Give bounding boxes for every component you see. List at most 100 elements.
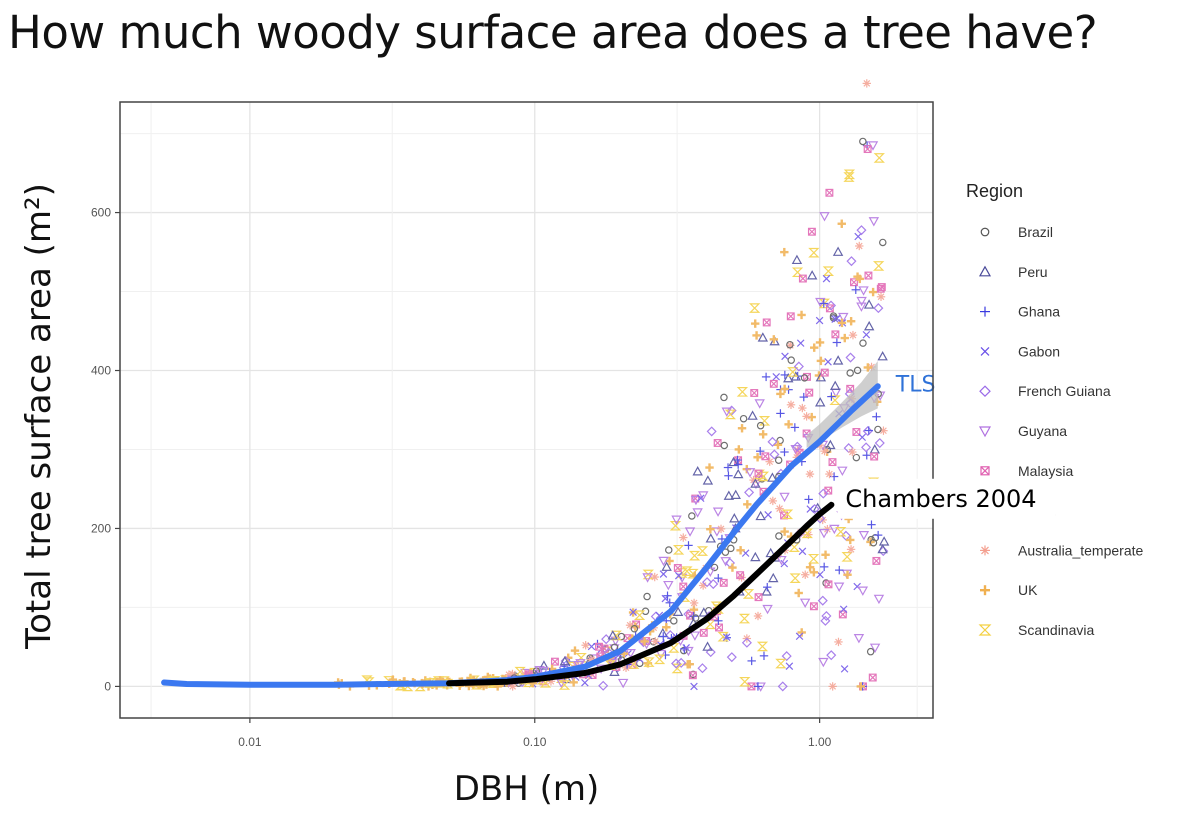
data-point [796, 339, 805, 347]
data-point [610, 630, 622, 641]
data-point [713, 439, 722, 447]
data-point [862, 451, 871, 460]
data-point [714, 573, 723, 583]
data-point [750, 389, 759, 397]
data-point [861, 442, 872, 453]
data-point [569, 678, 578, 687]
data-point [780, 447, 789, 457]
data-point [818, 657, 829, 668]
data-point [697, 663, 708, 674]
data-point [873, 261, 885, 271]
data-point [755, 510, 766, 521]
data-point [794, 588, 803, 598]
y-tick-label: 0 [104, 679, 111, 693]
data-point [798, 547, 807, 556]
data-point [698, 491, 709, 501]
data-point [846, 535, 855, 545]
data-point [691, 614, 700, 622]
data-point [696, 546, 709, 556]
data-point [768, 496, 778, 506]
data-point [723, 463, 733, 472]
data-point [804, 495, 813, 504]
data-point [805, 469, 815, 479]
y-axis-title: Total tree surface area (m²) [19, 183, 59, 650]
data-point [705, 567, 716, 577]
data-point [798, 274, 807, 283]
data-point [674, 571, 683, 580]
data-point [754, 469, 763, 478]
data-point [787, 367, 799, 377]
data-point [671, 663, 683, 674]
data-point [829, 380, 841, 390]
data-point [873, 594, 885, 605]
data-point [815, 297, 826, 308]
data-point [642, 573, 653, 583]
data-point [826, 650, 837, 661]
data-point [767, 436, 778, 447]
data-point [765, 457, 774, 466]
data-point [792, 441, 803, 452]
data-point [819, 299, 828, 308]
data-point [609, 644, 620, 654]
legend-label: Ghana [1018, 304, 1060, 320]
data-point [728, 563, 737, 572]
data-point [862, 330, 871, 339]
data-point [714, 616, 723, 626]
data-point [662, 623, 671, 632]
data-point [876, 292, 886, 301]
data-point [689, 598, 699, 608]
data-point [676, 573, 688, 583]
data-point [581, 678, 589, 687]
data-point [736, 546, 745, 555]
data-point [699, 628, 708, 637]
data-point [845, 352, 856, 363]
data-point [868, 673, 877, 682]
data-point [863, 299, 875, 309]
data-point [617, 678, 629, 689]
data-point [629, 608, 637, 616]
data-point [832, 355, 844, 365]
data-point [741, 637, 752, 648]
data-point [643, 657, 655, 667]
data-point [825, 439, 836, 450]
data-point [769, 379, 778, 388]
legend-label: Brazil [1018, 224, 1053, 240]
data-point [780, 247, 789, 257]
data-point [791, 267, 804, 278]
data-point [702, 641, 713, 651]
data-point [832, 246, 844, 256]
data-point [876, 284, 885, 293]
tls-confidence-band [806, 361, 878, 448]
data-point [534, 665, 545, 676]
data-point [805, 388, 814, 397]
data-point [820, 368, 829, 377]
data-point [754, 593, 763, 602]
data-point [761, 452, 770, 461]
data-point [661, 561, 672, 571]
data-point [815, 338, 825, 347]
data-point [863, 320, 875, 331]
data-point [868, 217, 880, 227]
data-point [879, 238, 887, 247]
data-point [838, 312, 849, 323]
data-point [758, 416, 771, 426]
legend-label: Peru [1018, 264, 1048, 280]
chambers-2004-line [446, 501, 835, 687]
data-point [756, 421, 765, 430]
data-point [839, 605, 848, 614]
data-point [866, 647, 875, 656]
data-point [737, 424, 747, 433]
data-point [688, 550, 701, 561]
legend-key-australia-temperate [980, 545, 990, 556]
data-point [837, 219, 846, 228]
data-point [786, 400, 796, 409]
tls-series-label: TLS [895, 372, 936, 397]
legend-label: Gabon [1018, 343, 1060, 359]
data-point [753, 453, 762, 462]
data-point [833, 582, 845, 592]
data-point [863, 363, 873, 372]
data-point [864, 426, 873, 435]
data-point [779, 492, 790, 503]
data-point [869, 643, 881, 653]
data-point [727, 544, 735, 553]
